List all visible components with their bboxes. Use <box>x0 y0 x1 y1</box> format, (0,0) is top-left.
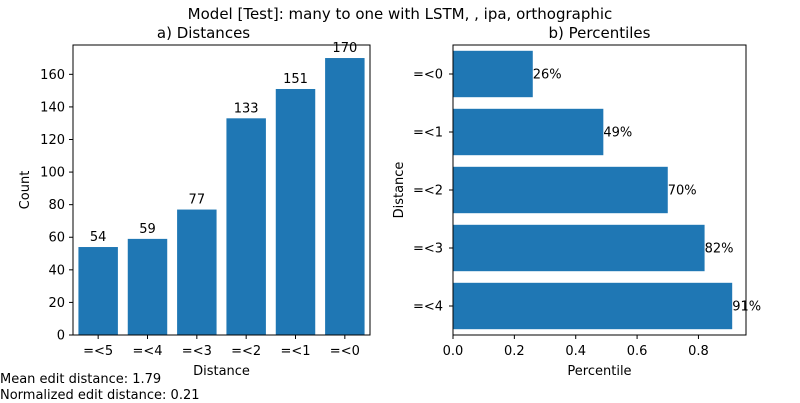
y-tick-label: 120 <box>40 133 65 148</box>
axes-frame-a <box>72 44 371 336</box>
hbar-value-label: 49% <box>603 126 632 141</box>
y-tick-label: =<4 <box>413 300 443 315</box>
bar-value-label: 59 <box>139 222 156 237</box>
y-tick-label: 20 <box>48 296 65 311</box>
axes-frame-b <box>452 44 747 336</box>
hbar-value-label: 70% <box>668 184 697 199</box>
hbar-4 <box>453 224 705 272</box>
x-tick-label: =<0 <box>330 344 360 359</box>
y-tick-label: 100 <box>40 166 65 181</box>
figure-title: Model [Test]: many to one with LSTM, , i… <box>187 5 613 23</box>
hbar-value-label: 26% <box>533 68 562 83</box>
mean-edit-distance-text: Mean edit distance: 1.79 <box>0 372 162 387</box>
y-tick-label: =<2 <box>413 184 443 199</box>
y-tick-label: 80 <box>48 198 65 213</box>
hbar-3 <box>453 166 668 214</box>
hbar-2 <box>453 108 604 156</box>
bar-5 <box>275 88 316 335</box>
bar-1 <box>78 247 118 335</box>
hbar-value-label: 91% <box>732 300 761 315</box>
x-axis-label-b: Percentile <box>567 364 631 379</box>
x-tick-label: 0.0 <box>443 344 464 359</box>
y-tick-label: =<0 <box>413 68 443 83</box>
bar-value-label: 77 <box>189 193 206 208</box>
y-tick-label: 40 <box>48 263 65 278</box>
hbar-1 <box>453 50 533 98</box>
y-tick-label: =<1 <box>413 126 443 141</box>
bar-3 <box>177 209 217 335</box>
bar-value-label: 151 <box>283 72 308 87</box>
y-tick-label: 0 <box>57 329 65 344</box>
y-axis-label-b: Distance <box>392 162 407 219</box>
bar-value-label: 133 <box>234 101 259 116</box>
y-tick-label: 160 <box>40 68 65 83</box>
x-axis-label-a: Distance <box>193 364 250 379</box>
y-tick-label: =<3 <box>413 242 443 257</box>
bar-4 <box>226 118 266 335</box>
x-tick-label: =<3 <box>182 344 212 359</box>
bar-value-label: 170 <box>332 41 357 56</box>
chart-b-title: b) Percentiles <box>549 24 651 42</box>
x-tick-label: 0.4 <box>565 344 586 359</box>
x-tick-label: 0.2 <box>504 344 525 359</box>
normalized-edit-distance-text: Normalized edit distance: 0.21 <box>0 388 200 403</box>
x-tick-label: =<5 <box>83 344 113 359</box>
hbar-5 <box>453 282 733 330</box>
y-tick-label: 60 <box>48 231 65 246</box>
x-tick-label: =<2 <box>231 344 261 359</box>
y-tick-label: 140 <box>40 100 65 115</box>
bar-6 <box>325 58 365 336</box>
bar-value-label: 54 <box>90 230 107 245</box>
bar-2 <box>127 238 168 335</box>
y-axis-label-a: Count <box>18 171 33 210</box>
x-tick-label: 0.8 <box>688 344 709 359</box>
x-tick-label: 0.6 <box>627 344 648 359</box>
x-tick-label: =<1 <box>280 344 310 359</box>
chart-a-title: a) Distances <box>157 24 250 42</box>
x-tick-label: =<4 <box>132 344 162 359</box>
hbar-value-label: 82% <box>705 242 734 257</box>
